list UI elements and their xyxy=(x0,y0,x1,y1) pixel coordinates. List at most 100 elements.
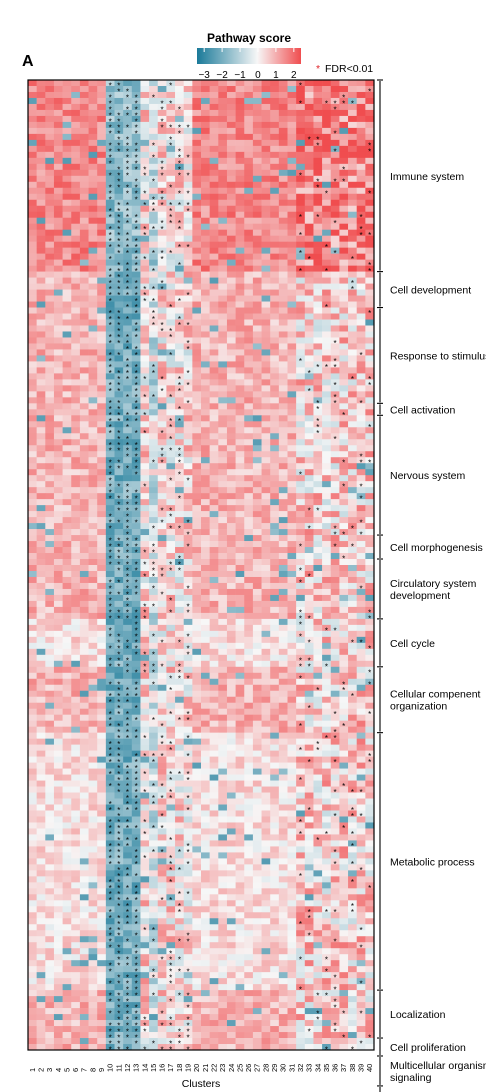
heatmap-cell xyxy=(270,331,279,337)
heatmap-cell xyxy=(236,589,245,595)
heatmap-cell xyxy=(296,134,305,140)
heatmap-cell xyxy=(210,134,219,140)
heatmap-cell xyxy=(262,751,271,757)
heatmap-cell xyxy=(253,158,262,164)
heatmap-cell xyxy=(339,625,348,631)
heatmap-cell xyxy=(236,559,245,565)
heatmap-cell xyxy=(37,379,46,385)
heatmap-cell xyxy=(63,176,72,182)
heatmap-cell xyxy=(322,86,331,92)
heatmap-cell xyxy=(244,691,253,697)
heatmap-cell xyxy=(279,475,288,481)
heatmap-cell xyxy=(166,170,175,176)
heatmap-cell xyxy=(236,170,245,176)
heatmap-cell xyxy=(210,613,219,619)
heatmap-cell xyxy=(106,571,115,577)
heatmap-cell xyxy=(365,775,374,781)
heatmap-cell xyxy=(244,248,253,254)
heatmap-cell xyxy=(262,284,271,290)
heatmap-cell xyxy=(218,637,227,643)
heatmap-cell xyxy=(192,164,201,170)
heatmap-cell xyxy=(313,517,322,523)
heatmap-cell xyxy=(28,397,37,403)
heatmap-cell xyxy=(45,242,54,248)
heatmap-cell xyxy=(201,266,210,272)
heatmap-cell xyxy=(37,361,46,367)
heatmap-cell xyxy=(37,517,46,523)
heatmap-cell xyxy=(201,367,210,373)
heatmap-cell xyxy=(97,176,106,182)
heatmap-cell xyxy=(184,511,193,517)
heatmap-cell xyxy=(322,643,331,649)
heatmap-cell xyxy=(210,523,219,529)
heatmap-cell xyxy=(210,631,219,637)
heatmap-cell xyxy=(71,673,80,679)
heatmap-cell xyxy=(348,266,357,272)
heatmap-cell xyxy=(218,445,227,451)
heatmap-cell xyxy=(149,433,158,439)
heatmap-cell xyxy=(201,206,210,212)
heatmap-cell xyxy=(313,272,322,278)
heatmap-cell xyxy=(89,218,98,224)
heatmap-cell xyxy=(28,355,37,361)
heatmap-cell xyxy=(262,577,271,583)
heatmap-cell xyxy=(253,601,262,607)
heatmap-cell xyxy=(296,403,305,409)
heatmap-cell xyxy=(28,278,37,284)
heatmap-cell xyxy=(175,535,184,541)
heatmap-cell xyxy=(28,314,37,320)
heatmap-cell xyxy=(210,212,219,218)
heatmap-cell xyxy=(288,397,297,403)
heatmap-cell xyxy=(305,547,314,553)
heatmap-cell xyxy=(158,80,167,86)
heatmap-cell xyxy=(244,799,253,805)
heatmap-cell xyxy=(279,385,288,391)
heatmap-cell xyxy=(262,230,271,236)
heatmap-cell xyxy=(331,805,340,811)
heatmap-cell xyxy=(201,739,210,745)
heatmap-cell xyxy=(37,176,46,182)
heatmap-cell xyxy=(45,589,54,595)
heatmap-cell xyxy=(218,493,227,499)
heatmap-cell xyxy=(71,535,80,541)
heatmap-cell xyxy=(28,182,37,188)
heatmap-cell xyxy=(45,751,54,757)
heatmap-cell xyxy=(210,541,219,547)
heatmap-cell xyxy=(262,403,271,409)
heatmap-cell xyxy=(253,325,262,331)
heatmap-cell xyxy=(227,769,236,775)
heatmap-cell xyxy=(357,373,366,379)
heatmap-cell xyxy=(262,745,271,751)
heatmap-cell xyxy=(236,152,245,158)
heatmap-cell xyxy=(296,206,305,212)
heatmap-cell xyxy=(313,445,322,451)
heatmap-cell xyxy=(357,715,366,721)
heatmap-cell xyxy=(97,110,106,116)
heatmap-cell xyxy=(236,421,245,427)
heatmap-cell xyxy=(45,763,54,769)
heatmap-cell xyxy=(331,559,340,565)
heatmap-cell xyxy=(348,709,357,715)
heatmap-cell xyxy=(288,176,297,182)
heatmap-cell xyxy=(192,421,201,427)
heatmap-cell xyxy=(296,457,305,463)
heatmap-cell xyxy=(218,194,227,200)
heatmap-cell xyxy=(279,397,288,403)
heatmap-cell xyxy=(227,170,236,176)
heatmap-cell xyxy=(97,565,106,571)
heatmap-cell xyxy=(331,583,340,589)
heatmap-cell xyxy=(28,511,37,517)
heatmap-cell xyxy=(28,445,37,451)
heatmap-cell xyxy=(166,463,175,469)
heatmap-cell xyxy=(348,469,357,475)
heatmap-cell xyxy=(253,218,262,224)
heatmap-cell xyxy=(288,314,297,320)
heatmap-cell xyxy=(279,361,288,367)
heatmap-cell xyxy=(365,397,374,403)
heatmap-cell xyxy=(97,757,106,763)
heatmap-cell xyxy=(158,613,167,619)
heatmap-cell xyxy=(192,206,201,212)
heatmap-cell xyxy=(227,194,236,200)
heatmap-cell xyxy=(210,182,219,188)
heatmap-cell xyxy=(253,816,262,822)
